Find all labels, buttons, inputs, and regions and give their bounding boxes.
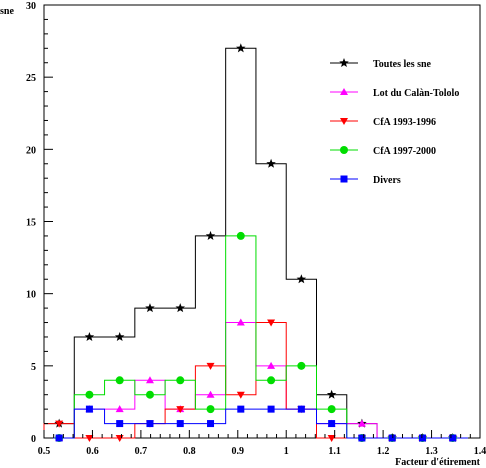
data-point-s1-b7	[267, 361, 276, 369]
y-tick-label-6: 30	[26, 1, 36, 12]
x-tick-label-0: 0.5	[38, 446, 51, 457]
legend-item-3: CfA 1997-2000	[330, 146, 436, 157]
y-tick-label-3: 15	[26, 218, 36, 229]
x-tick-label-3: 0.8	[183, 446, 196, 457]
data-point-s4-b11	[388, 434, 396, 442]
x-tick-label-2: 0.7	[135, 446, 148, 457]
data-point-s1-b10	[357, 419, 366, 427]
y-tick-label-0: 0	[31, 434, 36, 445]
x-tick-label-1: 0.6	[86, 446, 99, 457]
x-tick-label-7: 1.2	[377, 446, 390, 457]
legend-item-2: CfA 1993-1996	[330, 117, 436, 128]
data-point-s0-b4	[175, 303, 186, 313]
y-tick-label-1: 5	[31, 362, 36, 373]
data-point-s3-b8	[297, 361, 306, 370]
data-point-s0-b7	[266, 158, 276, 168]
data-point-s2-b9	[327, 435, 336, 442]
data-point-s1-b6	[236, 318, 245, 326]
legend: Toutes les sne Lot du Calàn-Tololo CfA 199…	[330, 58, 459, 186]
data-point-s2-b4	[176, 406, 185, 414]
data-point-s0-b3	[145, 303, 155, 313]
data-point-s3-b9	[327, 405, 336, 414]
data-point-s3-b1	[85, 390, 94, 399]
data-point-s4-b9	[328, 420, 336, 428]
legend-item-0: Toutes les sne	[330, 58, 432, 70]
data-point-s3-b6	[236, 231, 245, 240]
data-point-s2-b5	[206, 362, 215, 370]
data-point-s3-b3	[145, 390, 154, 399]
data-point-s0-b9	[326, 389, 337, 399]
data-point-s4-b12	[418, 434, 426, 442]
data-point-s1-b2	[115, 405, 124, 413]
data-point-s4-b5	[207, 420, 215, 428]
data-point-s3-b5	[206, 405, 215, 414]
legend-item-1: Lot du Calàn-Tololo	[330, 88, 459, 99]
legend-marker-1	[340, 88, 348, 95]
data-point-s2-b7	[267, 319, 276, 327]
axes: 0.5 0.6 0.7 0.8 0.9 1 1.1 1.2 1.3 1.4 0 5 10 15 20 25 30	[26, 1, 486, 457]
legend-marker-3	[340, 146, 348, 154]
legend-label-2: CfA 1993-1996	[373, 117, 436, 128]
legend-marker-2	[340, 118, 348, 125]
y-tick-label-5: 25	[26, 73, 36, 84]
data-point-s3-b2	[115, 376, 124, 385]
data-point-s0-b2	[114, 331, 125, 342]
data-point-s3-b7	[267, 376, 276, 385]
data-point-s4-b2	[116, 420, 124, 428]
x-axis-label: Facteur d'étirement	[395, 457, 481, 468]
x-tick-label-8: 1.3	[425, 446, 438, 457]
data-point-s4-b8	[297, 405, 305, 413]
data-point-s4-b4	[176, 420, 184, 428]
data-point-s2-b6	[236, 391, 245, 399]
x-tick-label-9: 1.4	[474, 446, 486, 457]
data-point-s3-b4	[176, 376, 185, 385]
data-point-s4-b13	[449, 434, 457, 442]
legend-label-0: Toutes les sne	[373, 59, 432, 70]
legend-label-4: Divers	[373, 175, 401, 186]
y-tick-label-4: 20	[26, 145, 36, 156]
series-line-4	[44, 408, 468, 439]
x-tick-label-5: 1	[284, 446, 289, 457]
data-point-s4-b1	[85, 405, 93, 413]
x-tick-label-4: 0.9	[232, 446, 245, 457]
data-point-s4-b7	[267, 405, 275, 413]
data-point-s4-b10	[358, 434, 366, 442]
data-point-s0-b8	[296, 274, 307, 284]
data-point-s4-b3	[146, 420, 154, 428]
legend-label-3: CfA 1997-2000	[373, 146, 436, 157]
legend-marker-4	[340, 175, 348, 183]
data-point-s1-b5	[206, 390, 215, 398]
legend-label-1: Lot du Calàn-Tololo	[373, 88, 459, 99]
histograms	[43, 47, 468, 439]
data-point-s0-b5	[205, 230, 216, 240]
data-point-s0-b1	[84, 331, 95, 342]
data-point-s2-b1	[85, 435, 94, 442]
data-point-s1-b3	[145, 376, 154, 384]
data-point-s4-b0	[55, 434, 63, 442]
y-axis-label: sne	[0, 6, 14, 17]
y-tick-label-2: 10	[26, 290, 36, 301]
legend-marker-0	[339, 58, 349, 68]
data-point-s4-b6	[237, 405, 245, 413]
data-point-s2-b0	[55, 420, 64, 428]
legend-item-4: Divers	[330, 175, 401, 186]
x-tick-label-6: 1.1	[328, 446, 341, 457]
data-point-s0-b6	[236, 43, 246, 53]
